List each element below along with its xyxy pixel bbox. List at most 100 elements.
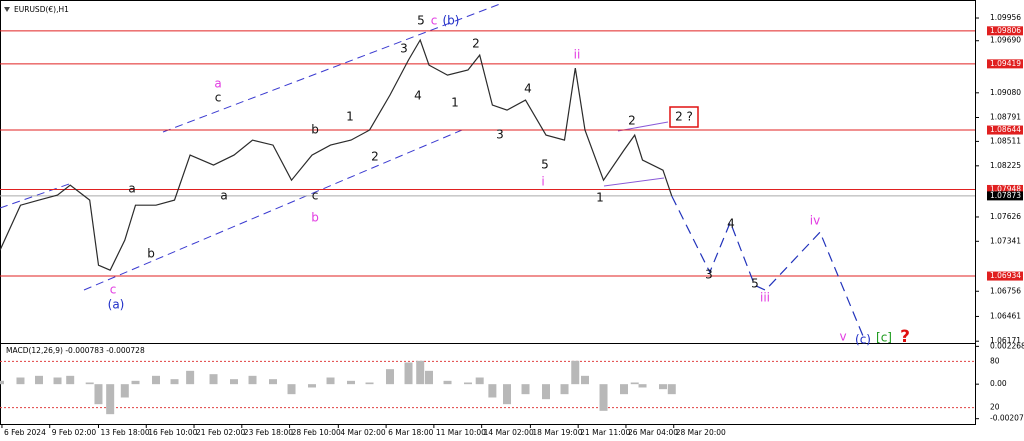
x-tick-label: 16 Feb 10:00 — [148, 428, 197, 437]
macd-bar — [170, 379, 179, 385]
osc-level-label: 80 — [990, 356, 1000, 365]
macd-bar — [581, 375, 589, 385]
wave-label: (a) — [108, 298, 125, 312]
wave-label: 3 — [400, 42, 408, 56]
macd-bar — [66, 375, 75, 385]
x-tick-label: 11 Mar 10:00 — [436, 428, 486, 437]
macd-bar — [131, 380, 140, 385]
macd-bar — [638, 384, 647, 388]
trend-lines — [603, 121, 669, 187]
y-tick-label: 1.09080 — [990, 88, 1021, 97]
wave-label: iii — [760, 291, 770, 305]
osc-level-label: 20 — [990, 403, 1000, 412]
macd-bar — [16, 377, 25, 385]
macd-bar — [620, 384, 628, 395]
wave-label: c — [312, 189, 319, 203]
annotations: 5 c (b) 3 2 ii 4 1 4 3 5 i 2 2 ? 1 3 4 5… — [108, 14, 910, 348]
y-tick-label: 1.07626 — [990, 212, 1021, 221]
macd-bar — [308, 384, 316, 388]
wave-label: 4 — [414, 89, 422, 103]
wave-label: v — [839, 330, 846, 344]
macd-bar — [488, 384, 497, 398]
wave-label: 1 — [346, 110, 354, 124]
wave-label: 2 — [628, 114, 636, 128]
x-tick-label: 6 Mar 18:00 — [388, 428, 434, 437]
level-label: 1.07948 — [990, 184, 1021, 193]
level-label-box — [987, 271, 1023, 281]
wave-label: iv — [810, 214, 820, 228]
y-tick-label: 1.09956 — [990, 13, 1021, 22]
channel-line — [83, 129, 463, 291]
y-tick-label: 1.08511 — [990, 136, 1021, 145]
y-tick-label: 1.08225 — [990, 161, 1021, 170]
wave-label: (b) — [443, 14, 460, 28]
macd-bar — [443, 380, 452, 385]
y-tick-label: 1.08791 — [990, 112, 1021, 121]
y-tick-label: 1.07341 — [990, 236, 1021, 245]
macd-bar — [503, 384, 511, 405]
wave-label: b — [311, 123, 319, 137]
projection-line — [671, 195, 866, 341]
wave-label: [c] — [876, 331, 892, 345]
wave-label: 3 — [496, 128, 504, 142]
level-label-box — [987, 26, 1023, 36]
macd-bar — [326, 377, 335, 385]
x-tick-label: 21 Mar 11:00 — [580, 428, 630, 437]
macd-bar — [269, 379, 277, 385]
level-label-box — [987, 125, 1023, 135]
wave-label: 2 — [472, 37, 480, 51]
trend-line — [603, 177, 665, 187]
level-label: 1.09806 — [990, 26, 1021, 35]
current-price-box — [987, 191, 1023, 201]
y-tick-label: 1.06171 — [990, 336, 1021, 345]
macd-bar — [186, 370, 195, 385]
wave-label: 4 — [524, 82, 532, 96]
macd-bar — [106, 384, 115, 415]
y-tick-label: 1.06461 — [990, 311, 1021, 320]
wave-label: c — [431, 14, 438, 28]
level-label: 1.08644 — [990, 125, 1021, 134]
wave-label: b — [311, 211, 319, 225]
channel-lines — [0, 3, 501, 291]
channel-line — [162, 3, 501, 133]
macd-bar — [425, 370, 433, 385]
macd-bar — [521, 384, 530, 395]
wave-label: 3 — [705, 268, 713, 282]
macd-bar — [0, 380, 4, 385]
wave-label: 2 — [371, 150, 379, 164]
macd-bar — [386, 369, 394, 385]
level-label-box — [987, 59, 1023, 69]
chart-title: EURUSD(€),H1 — [14, 5, 69, 14]
wave-label: c — [110, 283, 117, 297]
wave-label: 4 — [727, 217, 735, 231]
macd-label: MACD(12,26,9) -0.000783 -0.000728 — [6, 346, 145, 355]
wave-label: i — [541, 175, 544, 189]
wave-label: 2 ? — [675, 110, 693, 124]
x-tick-label: 6 Feb 2024 — [4, 428, 46, 437]
x-tick-label: 21 Feb 02:00 — [196, 428, 245, 437]
macd-bar — [35, 375, 43, 385]
plot-frame — [0, 0, 976, 425]
macd-bar — [94, 384, 103, 405]
macd-bar — [542, 384, 550, 400]
macd-bar — [85, 382, 94, 385]
x-tick-label: 28 Mar 20:00 — [676, 428, 726, 437]
level-label: 1.06934 — [990, 271, 1021, 280]
x-tick-label: 13 Feb 18:00 — [100, 428, 149, 437]
wave-label: 1 — [596, 191, 604, 205]
annotation-box — [669, 106, 699, 128]
wave-label: c — [215, 91, 222, 105]
macd-bar — [571, 360, 580, 385]
x-tick-label: 9 Feb 02:00 — [52, 428, 97, 437]
macd-bar — [404, 362, 413, 385]
price-line — [0, 38, 673, 271]
x-tick-label: 4 Mar 02:00 — [340, 428, 386, 437]
wave-label: 5 — [751, 277, 759, 291]
wave-label: 5 — [541, 158, 549, 172]
wave-label: a — [220, 189, 227, 203]
wave-label: 1 — [451, 96, 459, 110]
macd-bar — [667, 384, 676, 395]
macd-bar — [287, 384, 296, 395]
